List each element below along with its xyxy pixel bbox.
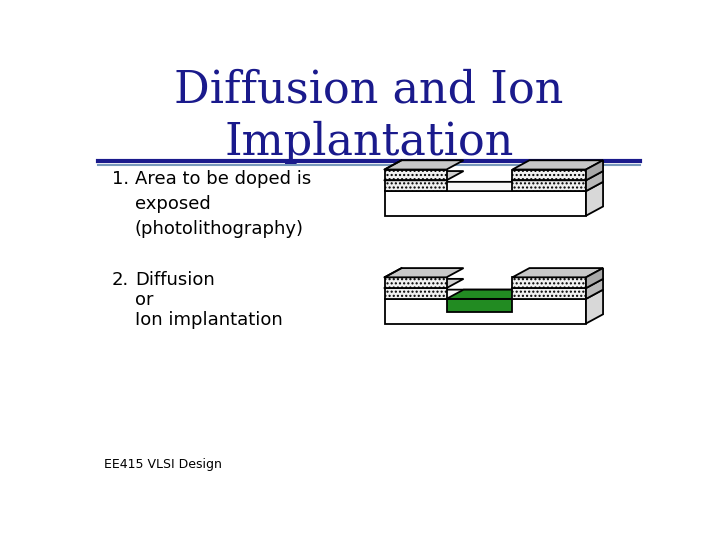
Polygon shape	[446, 299, 513, 313]
Text: or: or	[135, 291, 153, 309]
Polygon shape	[586, 182, 603, 215]
Polygon shape	[586, 171, 603, 191]
Text: EE415 VLSI Design: EE415 VLSI Design	[104, 458, 222, 471]
Polygon shape	[384, 289, 603, 299]
Polygon shape	[513, 180, 586, 191]
Text: Diffusion: Diffusion	[135, 271, 215, 289]
Polygon shape	[446, 289, 529, 299]
Polygon shape	[586, 160, 603, 180]
Polygon shape	[384, 299, 586, 323]
Polygon shape	[513, 288, 586, 299]
Polygon shape	[384, 182, 603, 191]
Polygon shape	[513, 279, 603, 288]
Text: Diffusion and Ion
Implantation: Diffusion and Ion Implantation	[174, 69, 564, 164]
Polygon shape	[384, 160, 464, 170]
Text: 1.: 1.	[112, 170, 129, 188]
Polygon shape	[513, 268, 603, 278]
Polygon shape	[384, 278, 446, 288]
Polygon shape	[513, 160, 603, 170]
Polygon shape	[384, 170, 446, 180]
Polygon shape	[384, 191, 586, 215]
Polygon shape	[513, 171, 603, 180]
Polygon shape	[384, 288, 446, 299]
Polygon shape	[513, 278, 586, 288]
Polygon shape	[586, 279, 603, 299]
Text: Ion implantation: Ion implantation	[135, 311, 283, 329]
Polygon shape	[586, 289, 603, 323]
Polygon shape	[384, 171, 464, 180]
Polygon shape	[384, 180, 446, 191]
Polygon shape	[384, 279, 464, 288]
Text: 2.: 2.	[112, 271, 129, 289]
Polygon shape	[384, 268, 464, 278]
Text: Area to be doped is
exposed
(photolithography): Area to be doped is exposed (photolithog…	[135, 170, 311, 238]
Polygon shape	[513, 170, 586, 180]
Polygon shape	[586, 268, 603, 288]
